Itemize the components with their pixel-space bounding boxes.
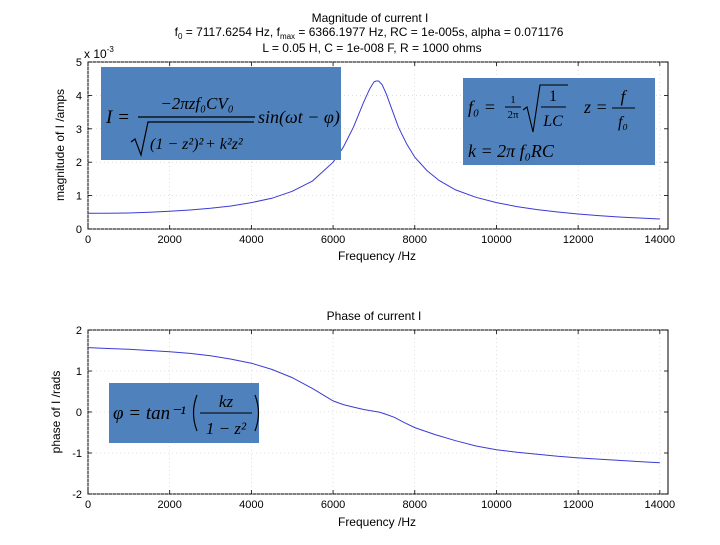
current-equation-background — [101, 67, 341, 160]
x-tick-label: 14000 — [645, 499, 676, 511]
magnitude-title-circuit-line: L = 0.05 H, C = 1e-008 F, R = 1000 ohms — [262, 41, 481, 55]
magnitude-ylabel: magnitude of I /amps — [53, 89, 67, 201]
phase-equation-numerator: kz — [219, 392, 234, 411]
f0-sqrt — [522, 84, 568, 133]
magnitude-exponent-label: x 10-3 — [84, 45, 114, 61]
f0-coef-denominator: 2π — [507, 109, 519, 121]
magnitude-title: Magnitude of current I — [312, 11, 429, 25]
current-equation-den-right: + k²z² — [205, 136, 244, 153]
phase-ticks: 0 2000 4000 6000 8000 10000 12000 14000 2 1 0 -1 -2 — [72, 325, 675, 511]
f0-frac-denominator: LC — [542, 113, 563, 130]
f0-equation-lhs: f₀ = — [468, 97, 496, 117]
y-tick-label: -2 — [72, 489, 82, 501]
phase-equation-denominator: 1 − z² — [206, 419, 247, 438]
resonance-equation-background — [463, 78, 655, 165]
x-tick-label: 14000 — [645, 234, 676, 246]
phase-series-line — [87, 347, 660, 464]
x-tick-label: 2000 — [157, 499, 181, 511]
current-equation-box: I = −2πzf₀CV₀ (1 − z²)² + k²z² sin(ωt − … — [101, 67, 341, 160]
y-tick-label: 3 — [76, 124, 82, 136]
x-tick-label: 0 — [85, 499, 91, 511]
y-tick-label: 4 — [76, 90, 82, 102]
f0-frac-numerator: 1 — [549, 88, 557, 105]
phase-equation-paren-right-curve — [254, 394, 260, 432]
magnitude-ticks: 0 2000 4000 6000 8000 10000 12000 14000 0 1 2 3 4 5 — [76, 57, 675, 246]
magnitude-series-line — [88, 80, 660, 220]
x-tick-label: 8000 — [403, 499, 427, 511]
y-tick-label: 5 — [76, 57, 82, 69]
phase-title: Phase of current I — [327, 309, 422, 323]
k-equation: k = 2π f₀RC — [468, 141, 555, 161]
current-equation-trailing: sin(ωt − φ) — [258, 107, 340, 128]
x-tick-label: 4000 — [239, 234, 263, 246]
magnitude-title-params-line: f0 = 7117.6254 Hz, fmax = 6366.1977 Hz, … — [175, 25, 564, 41]
y-tick-label: 1 — [76, 191, 82, 203]
x-tick-label: 0 — [85, 234, 91, 246]
f0-coef-numerator: 1 — [510, 94, 516, 106]
x-tick-label: 12000 — [563, 499, 594, 511]
phase-equation-paren-left-curve — [192, 394, 198, 432]
x-tick-label: 12000 — [563, 234, 594, 246]
y-tick-label: 1 — [76, 366, 82, 378]
y-tick-label: 2 — [76, 325, 82, 337]
resonance-equation-box: f₀ = 1 2π 1 LC z = f f₀ k = 2π f₀RC — [463, 78, 655, 165]
x-tick-label: 8000 — [403, 234, 427, 246]
x-tick-label: 10000 — [481, 234, 512, 246]
x-tick-label: 2000 — [157, 234, 181, 246]
z-frac-numerator: f — [621, 87, 628, 106]
phase-ylabel: phase of I /rads — [49, 371, 63, 454]
current-equation-sqrt — [130, 121, 254, 158]
phase-equation-box: φ = tan⁻¹ kz 1 − z² — [109, 383, 260, 443]
x-tick-label: 6000 — [321, 234, 345, 246]
x-tick-label: 6000 — [321, 499, 345, 511]
current-equation-lhs: I = — [105, 107, 130, 128]
y-tick-label: 0 — [76, 224, 82, 236]
z-frac-denominator: f₀ — [618, 114, 628, 131]
y-tick-label: 0 — [76, 407, 82, 419]
y-tick-label: -1 — [72, 448, 82, 460]
current-equation-den-left: (1 − z²)² — [150, 136, 204, 153]
phase-equation-lhs: φ = tan⁻¹ — [113, 403, 186, 424]
x-tick-label: 10000 — [481, 499, 512, 511]
z-equation-lhs: z = — [583, 97, 608, 117]
phase-xlabel: Frequency /Hz — [338, 515, 416, 529]
x-tick-label: 4000 — [239, 499, 263, 511]
current-equation-numerator: −2πzf₀CV₀ — [160, 94, 233, 113]
magnitude-xlabel: Frequency /Hz — [338, 249, 416, 263]
y-tick-label: 2 — [76, 157, 82, 169]
